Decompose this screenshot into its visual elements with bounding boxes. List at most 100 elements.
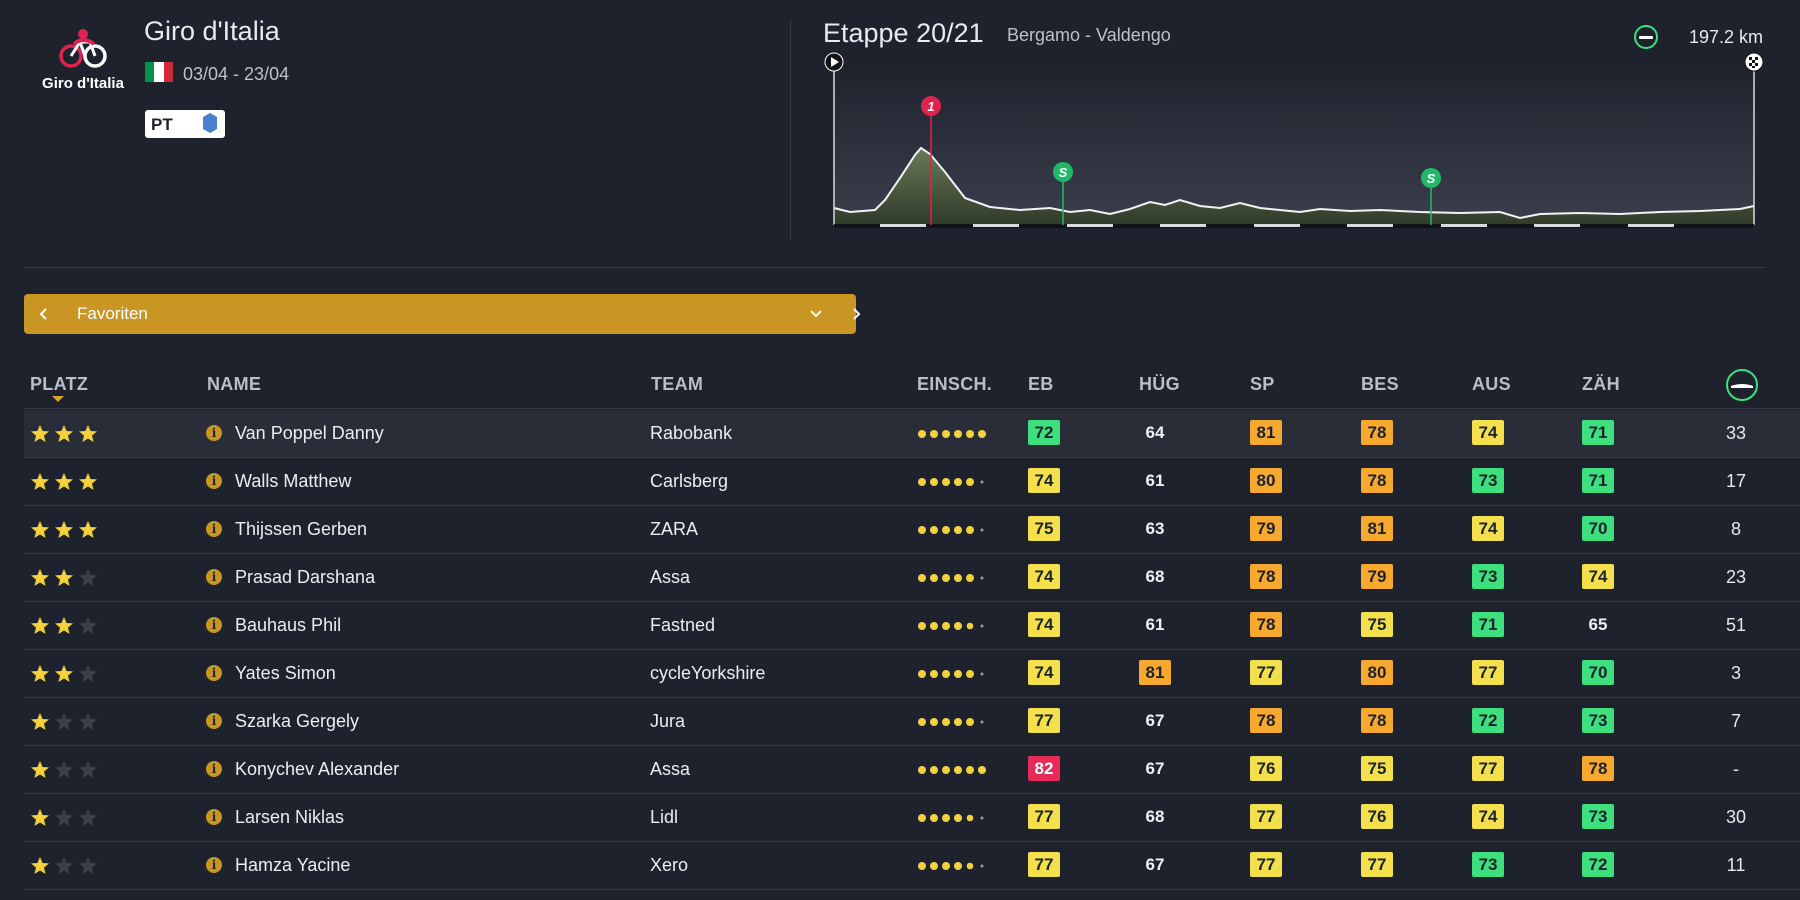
- info-icon[interactable]: i: [206, 809, 222, 825]
- rider-name[interactable]: Bauhaus Phil: [235, 615, 342, 635]
- info-icon[interactable]: i: [206, 665, 222, 681]
- rider-name[interactable]: Walls Matthew: [235, 471, 352, 491]
- previous-filter-button[interactable]: [26, 294, 62, 334]
- star-icon: [31, 857, 49, 874]
- form-dot: [980, 528, 984, 532]
- filter-dropdown-button[interactable]: [798, 294, 834, 334]
- form-dot: [980, 576, 984, 580]
- star-icon: [31, 569, 49, 586]
- stat-bes: 81: [1361, 516, 1393, 541]
- chevron-right-icon: [853, 308, 861, 320]
- rider-name[interactable]: Van Poppel Danny: [235, 423, 384, 443]
- info-icon[interactable]: i: [206, 761, 222, 777]
- col-hug[interactable]: HÜG: [1139, 374, 1180, 394]
- stat-hug: 67: [1145, 855, 1165, 874]
- form-dot: [930, 574, 938, 582]
- star-icon: [79, 809, 97, 826]
- col-einsch[interactable]: EINSCH.: [917, 374, 993, 394]
- rider-team: Rabobank: [650, 423, 733, 443]
- stage-distance: 197.2 km: [1689, 27, 1764, 47]
- rider-row[interactable]: i Thijssen Gerben ZARA 75 63 79 81 74 70 8: [24, 506, 1800, 554]
- stat-zah: 71: [1582, 420, 1614, 445]
- form-dot: [918, 766, 926, 774]
- stat-zah: 73: [1582, 804, 1614, 829]
- rider-name[interactable]: Prasad Darshana: [235, 567, 376, 587]
- rider-name[interactable]: Yates Simon: [235, 663, 336, 683]
- info-icon[interactable]: i: [206, 569, 222, 585]
- svg-text:S: S: [1059, 165, 1068, 180]
- star-icon: [55, 617, 73, 634]
- form-dot: [918, 814, 926, 822]
- star-icon: [79, 425, 97, 442]
- star-icon: [79, 665, 97, 682]
- rider-row[interactable]: i Van Poppel Danny Rabobank 72 64 81 78 74 71 33: [24, 410, 1800, 458]
- stat-eb: 77: [1028, 708, 1060, 733]
- stat-zah: 78: [1582, 756, 1614, 781]
- form-dot: [930, 526, 938, 534]
- col-aus[interactable]: AUS: [1472, 374, 1511, 394]
- star-icon: [79, 569, 97, 586]
- info-icon[interactable]: i: [206, 617, 222, 633]
- col-bes[interactable]: BES: [1361, 374, 1399, 394]
- info-icon[interactable]: i: [206, 713, 222, 729]
- flat-stage-column-icon[interactable]: [1725, 368, 1759, 402]
- stat-sp: 77: [1250, 804, 1282, 829]
- col-eb[interactable]: EB: [1028, 374, 1054, 394]
- stat-zah: 70: [1582, 660, 1614, 685]
- form-dots: [918, 718, 984, 726]
- star-icon: [55, 857, 73, 874]
- rider-row[interactable]: i Yates Simon cycleYorkshire 74 81 77 80 77 70 3: [24, 650, 1800, 698]
- section-divider: [24, 267, 1766, 268]
- stat-bes: 78: [1361, 708, 1393, 733]
- rider-team: Jura: [650, 711, 686, 731]
- race-class-badge: PT: [145, 110, 225, 138]
- info-icon[interactable]: i: [206, 473, 222, 489]
- form-dot: [930, 718, 938, 726]
- rating-stars: [31, 857, 97, 874]
- rider-row[interactable]: i Bauhaus Phil Fastned 74 61 78 75 71 65 51: [24, 602, 1800, 650]
- rider-name[interactable]: Szarka Gergely: [235, 711, 360, 731]
- form-dot: [980, 672, 984, 676]
- rider-row[interactable]: i Hamza Yacine Xero 77 67 77 77 73 72 11: [24, 842, 1800, 890]
- info-icon[interactable]: i: [206, 857, 222, 873]
- info-icon[interactable]: i: [206, 425, 222, 441]
- col-sp[interactable]: SP: [1250, 374, 1275, 394]
- rider-row[interactable]: i Walls Matthew Carlsberg 74 61 80 78 73 71 17: [24, 458, 1800, 506]
- star-icon: [31, 809, 49, 826]
- rider-name[interactable]: Hamza Yacine: [235, 855, 351, 875]
- flat-stage-value: 23: [1725, 567, 1747, 587]
- rider-name[interactable]: Konychev Alexander: [235, 759, 400, 779]
- stat-zah: 74: [1582, 564, 1614, 589]
- next-filter-button[interactable]: [838, 294, 874, 334]
- form-dots: [918, 526, 984, 534]
- col-name[interactable]: NAME: [207, 374, 262, 394]
- form-dot: [942, 814, 950, 822]
- stat-eb: 75: [1028, 516, 1060, 541]
- form-dot: [978, 766, 986, 774]
- stage-route: Bergamo - Valdengo: [1007, 25, 1171, 45]
- form-dot: [966, 862, 974, 870]
- rider-name[interactable]: Thijssen Gerben: [235, 519, 368, 539]
- rider-name[interactable]: Larsen Niklas: [235, 807, 345, 827]
- filter-label[interactable]: Favoriten: [77, 304, 148, 323]
- stat-hug: 67: [1145, 711, 1165, 730]
- form-dot: [954, 862, 962, 870]
- rider-row[interactable]: i Konychev Alexander Assa 82 67 76 75 77 78 -: [24, 746, 1800, 794]
- stat-zah: 71: [1582, 468, 1614, 493]
- sort-desc-icon: [52, 396, 64, 402]
- rider-row[interactable]: i Prasad Darshana Assa 74 68 78 79 73 74 23: [24, 554, 1800, 602]
- stat-sp: 80: [1250, 468, 1282, 493]
- form-dot: [942, 718, 950, 726]
- col-team[interactable]: TEAM: [651, 374, 704, 394]
- info-icon[interactable]: i: [206, 521, 222, 537]
- rider-row[interactable]: i Szarka Gergely Jura 77 67 78 78 72 73 7: [24, 698, 1800, 746]
- stat-zah: 65: [1588, 615, 1608, 634]
- form-dot: [954, 526, 962, 534]
- rider-row[interactable]: i Larsen Niklas Lidl 77 68 77 76 74 73 30: [24, 794, 1800, 842]
- col-zah[interactable]: ZÄH: [1582, 374, 1620, 394]
- stat-bes: 80: [1361, 660, 1393, 685]
- stat-sp: 77: [1250, 852, 1282, 877]
- col-platz[interactable]: PLATZ: [30, 374, 89, 394]
- stage-profile-chart: 1 S S: [824, 52, 1764, 228]
- rating-stars: [31, 617, 97, 634]
